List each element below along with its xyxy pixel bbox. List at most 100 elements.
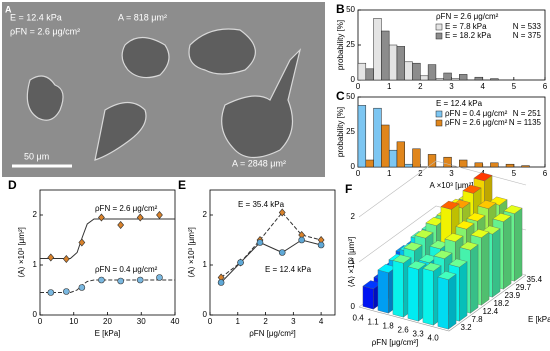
bar-top (407, 260, 427, 270)
bar (443, 72, 452, 81)
bar-side (448, 273, 457, 330)
bar-top (448, 258, 468, 268)
bar-side (492, 228, 501, 298)
x-axis-label: ρFN [μg/cm²] (249, 329, 296, 338)
x-tick-label: 2 (418, 82, 423, 91)
legend-entry: E = 7.8 kPa (445, 22, 487, 31)
y-tick-label: 7.8 (472, 315, 484, 324)
marker (98, 213, 105, 222)
bar-top (440, 200, 460, 210)
bar-front (377, 269, 389, 314)
legend-count: N = 251 (513, 109, 542, 118)
marker (237, 259, 244, 266)
legend-title: ρFN = 2.6 μg/cm² (436, 12, 499, 21)
z-tick-label: 1 (351, 257, 356, 266)
bar (381, 124, 390, 168)
y-tick-label: 2 (33, 210, 38, 219)
x-tick-label: 40 (171, 317, 180, 326)
x-tick-label: 2.6 (398, 325, 410, 334)
marker (117, 277, 124, 285)
x-tick-label: 1 (387, 169, 392, 178)
cell (221, 48, 302, 159)
y-tick-label: 0 (351, 162, 356, 171)
marker (63, 288, 70, 295)
bar (459, 74, 468, 81)
marker (136, 276, 144, 284)
y-tick-label: 50 (346, 5, 355, 14)
bar (388, 149, 398, 168)
bar (420, 75, 429, 81)
y-axis-label: ⟨A⟩ ×10³ [μm²] (17, 227, 26, 278)
bar-top (433, 250, 453, 259)
legend-entry: ρFN = 0.4 μg/cm² (445, 109, 508, 118)
bar (396, 46, 406, 81)
bar-top (459, 241, 479, 251)
panel-label: A (5, 4, 12, 14)
z-tick-label: 0 (351, 302, 356, 311)
annotation: ρFN = 0.4 μg/cm² (95, 265, 158, 274)
bar-top (470, 229, 490, 238)
legend-swatch (435, 119, 443, 127)
y-tick-label: 0 (351, 75, 356, 84)
legend-title: E = 12.4 kPa (436, 99, 483, 108)
bar (373, 18, 382, 81)
legend-swatch (435, 23, 443, 31)
bar (427, 64, 437, 81)
y-tick-label: 1 (203, 260, 208, 269)
bar (437, 271, 457, 330)
x-tick-label: 3 (449, 169, 454, 178)
y-tick-label: 35.4 (527, 275, 543, 284)
bar-front (407, 266, 419, 322)
x-tick-label: 0 (356, 169, 361, 178)
y-tick-label: 23.9 (505, 291, 521, 300)
x-axis-label: A ×10³ [μm²] (430, 181, 474, 190)
bar-top (466, 212, 486, 222)
annotation: E = 12.4 kPa (10, 12, 62, 22)
x-tick-label: 5 (512, 169, 517, 178)
cell (121, 36, 170, 79)
x-tick-label: 6 (543, 82, 548, 91)
y-tick-label: 12.4 (483, 307, 499, 316)
marker (298, 236, 305, 244)
legend-count: N = 1135 (509, 118, 542, 127)
x-tick-label: 1 (236, 317, 241, 326)
bar (365, 68, 374, 81)
y-tick-label: 0 (33, 310, 38, 319)
bar-top (422, 262, 442, 272)
bar-top (473, 172, 493, 182)
series-line (220, 239, 322, 283)
x-tick-label: 3.3 (413, 329, 425, 338)
marker (98, 276, 105, 284)
bar (435, 78, 444, 81)
marker (317, 241, 325, 249)
x-tick-label: 0 (38, 317, 43, 326)
bar (357, 62, 367, 81)
legend-count: N = 375 (513, 31, 542, 40)
series-line (40, 218, 175, 259)
cell (26, 75, 64, 121)
bar (474, 76, 483, 81)
bar-top (444, 233, 464, 242)
bar-top (462, 184, 482, 194)
scale-label: 50 μm (24, 151, 49, 161)
x-axis-label: E [kPa] (95, 329, 121, 338)
y-axis-label: ⟨A⟩ ×10³ [μm²] (187, 227, 196, 278)
cell (94, 101, 147, 161)
series-line (220, 211, 322, 278)
bar (381, 30, 390, 81)
legend-swatch (435, 32, 443, 40)
x-tick-label: 10 (69, 317, 78, 326)
y-tick-label: 25 (346, 40, 355, 49)
x-tick-label: 20 (103, 317, 112, 326)
y-tick-label: 2 (203, 210, 208, 219)
bar-side (459, 261, 468, 322)
annotation: ρFN = 2.6 μg/cm² (10, 26, 80, 36)
annotation: A = 2848 μm² (232, 158, 286, 168)
marker (47, 253, 55, 262)
bar-side (481, 231, 490, 306)
x-tick-label: 0.4 (353, 313, 365, 322)
bar (427, 154, 437, 168)
marker (278, 208, 286, 217)
x-tick-label: 0 (356, 82, 361, 91)
bar (490, 78, 499, 81)
